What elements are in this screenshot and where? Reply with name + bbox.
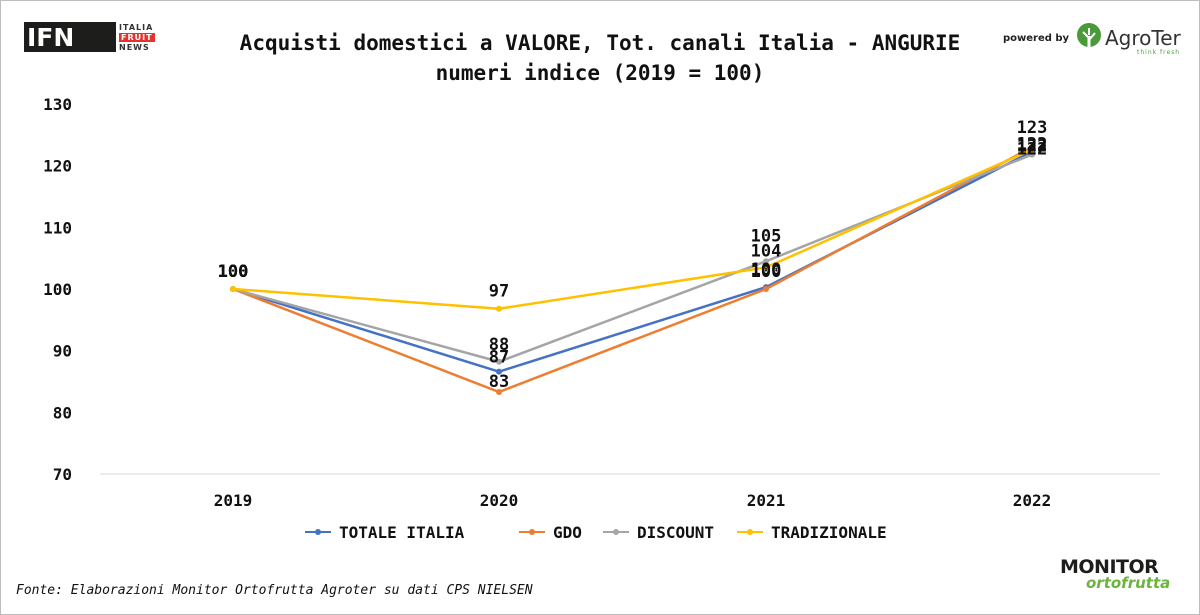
data-label: 104	[751, 241, 782, 261]
x-tick-label: 2020	[480, 491, 519, 510]
data-label: 100	[218, 262, 249, 282]
ifn-logo-fruit: FRUIT	[119, 33, 155, 42]
data-point	[230, 286, 236, 292]
data-label: 100	[218, 262, 249, 282]
data-point	[496, 305, 502, 312]
data-point	[1029, 151, 1035, 158]
data-point	[496, 388, 502, 395]
agroter-tagline: think fresh	[1137, 49, 1181, 56]
legend-label: DISCOUNT	[637, 522, 715, 542]
ifn-logo-italia: ITALIA	[119, 23, 154, 32]
ortofrutta-logo-text: ortofrutta	[1086, 574, 1171, 592]
chart-subtitle: numeri indice (2019 = 100)	[435, 61, 765, 85]
data-label: 122	[1017, 135, 1048, 155]
legend-label: TOTALE ITALIA	[339, 522, 465, 542]
data-label: 122	[1017, 136, 1048, 156]
y-tick-label: 130	[43, 95, 72, 114]
y-tick-label: 90	[53, 342, 72, 361]
ifn-logo: IFN ITALIA FRUIT NEWS	[24, 22, 155, 54]
data-label: 83	[489, 372, 509, 392]
x-tick-label: 2019	[214, 491, 253, 510]
legend-item: GDO	[519, 521, 582, 543]
data-label: 97	[489, 282, 509, 302]
legend-swatch	[737, 529, 763, 535]
data-point	[1029, 146, 1035, 153]
series-lines	[230, 144, 1035, 395]
line-chart: 70 80 90 100 110 120 130 2019 2020 2021 2022 100 8…	[43, 95, 1160, 510]
y-tick-label: 120	[43, 157, 72, 176]
y-tick-label: 70	[53, 465, 72, 484]
legend-label: TRADIZIONALE	[771, 522, 887, 542]
powered-by-label: powered by	[1003, 33, 1070, 44]
legend-label: GDO	[553, 522, 582, 542]
data-label: 105	[751, 226, 782, 246]
data-label: 100	[218, 262, 249, 282]
data-point	[763, 258, 769, 265]
agroter-name: AgroTer	[1105, 26, 1181, 50]
data-point	[496, 368, 502, 375]
data-label: 123	[1017, 118, 1048, 138]
data-label: 122	[1017, 140, 1048, 160]
y-tick-label: 110	[43, 218, 72, 237]
series-line	[232, 150, 1033, 373]
legend-item: TOTALE ITALIA	[305, 521, 464, 543]
y-tick-label: 80	[53, 403, 72, 422]
chart-legend: TOTALE ITALIA GDO DISCOUNT TRADIZIONALE	[305, 521, 925, 543]
ifn-logo-box: IFN	[24, 22, 116, 52]
y-axis: 70 80 90 100 110 120 130	[43, 95, 72, 484]
ifn-logo-news: NEWS	[119, 43, 150, 52]
legend-swatch	[305, 529, 331, 535]
data-label: 88	[489, 335, 509, 355]
agroter-logo: AgroTer think fresh	[1075, 22, 1185, 56]
x-axis: 2019 2020 2021 2022	[100, 473, 1160, 510]
series-line	[232, 148, 1033, 310]
data-label: 100	[751, 262, 782, 282]
chart-title: Acquisti domestici a VALORE, Tot. canali…	[239, 31, 961, 55]
legend-swatch	[519, 529, 545, 535]
source-note: Fonte: Elaborazioni Monitor Ortofrutta A…	[16, 583, 533, 598]
ifn-logo-text: IFN	[27, 23, 75, 52]
x-tick-label: 2022	[1013, 491, 1052, 510]
tree-icon	[1077, 23, 1101, 50]
data-point	[763, 264, 769, 271]
data-label: 87	[489, 348, 509, 368]
data-label: 100	[218, 262, 249, 282]
data-point	[763, 286, 769, 292]
x-tick-label: 2021	[747, 491, 786, 510]
legend-item: TRADIZIONALE	[737, 521, 887, 543]
data-point	[496, 358, 502, 365]
y-tick-label: 100	[43, 280, 72, 299]
data-labels: 1008710012210083100123100881051221009710…	[218, 118, 1048, 392]
series-line	[232, 146, 1033, 394]
monitor-ortofrutta-logo: MONITOR ortofrutta	[1060, 556, 1180, 596]
monitor-logo-text: MONITOR	[1060, 556, 1159, 578]
data-label: 100	[751, 260, 782, 280]
legend-item: DISCOUNT	[603, 521, 714, 543]
legend-swatch	[603, 529, 629, 535]
